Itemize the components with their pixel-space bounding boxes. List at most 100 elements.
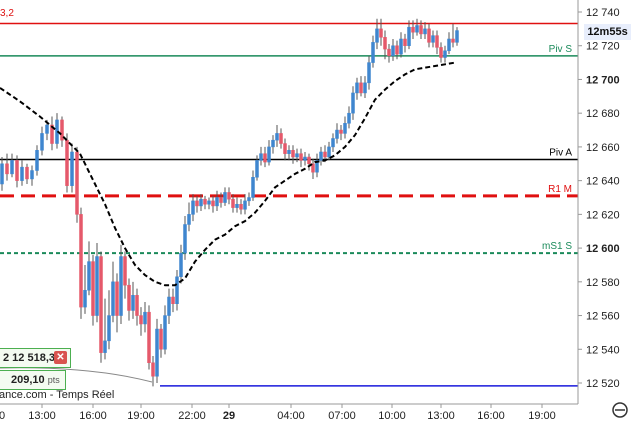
candle (263, 146, 267, 168)
candle (127, 278, 131, 321)
y-tick-label: 12 740 (586, 7, 620, 19)
candle (255, 155, 259, 181)
candle (171, 288, 175, 313)
y-tick-label: 12 720 (586, 41, 620, 53)
candle (195, 195, 199, 213)
x-tick-label: 10:00 (378, 410, 406, 422)
pivot-levels: Piv S Piv A R1 M mS1 S (0, 22, 578, 387)
candle (159, 323, 163, 358)
candle (15, 155, 19, 188)
candle (411, 20, 415, 39)
y-tick-label: 12 560 (586, 311, 620, 323)
candle (279, 128, 283, 149)
x-tick-label: 13:00 (28, 410, 56, 422)
candle (295, 148, 299, 163)
candle (139, 307, 143, 336)
close-x-icon[interactable]: ✕ (54, 351, 67, 364)
candle (291, 145, 295, 164)
y-tick-label: 12 580 (586, 277, 620, 289)
candle (379, 18, 383, 46)
candle (111, 261, 115, 323)
scroll-arrow-icon[interactable] (612, 402, 628, 418)
candle (319, 146, 323, 166)
candle (215, 190, 219, 211)
level-label: Piv S (549, 44, 573, 55)
candle (203, 195, 207, 210)
candle (367, 55, 371, 90)
y-tick-label: 12 620 (586, 209, 620, 221)
candle (87, 241, 91, 296)
x-tick-label: 22:00 (178, 410, 206, 422)
candles (0, 18, 459, 387)
candle (143, 302, 147, 333)
candle (30, 165, 34, 186)
candle (163, 305, 167, 355)
candle (375, 18, 379, 50)
y-tick-label: 12 700 (586, 74, 620, 86)
candle (83, 264, 87, 314)
candle (103, 298, 107, 360)
candle (60, 116, 64, 147)
candle (79, 207, 83, 319)
candle (35, 145, 39, 176)
candle (339, 124, 343, 141)
candle (235, 197, 239, 213)
candle (243, 194, 247, 215)
candle (271, 135, 275, 154)
y-axis: 12 740 12 720 12 700 12 680 12 660 12 640 12 6… (577, 0, 620, 404)
close-price-value: 2 12 518,3 (3, 352, 55, 364)
candle (227, 187, 231, 205)
candle (447, 32, 451, 55)
x-tick-label: 19:00 (127, 410, 155, 422)
countdown-timer: 12m55s (584, 24, 631, 40)
candle (415, 18, 419, 36)
level-label: mS1 S (542, 241, 572, 252)
x-tick-label: 16:00 (477, 410, 505, 422)
points-box: 209,10 pts (0, 370, 66, 390)
level-label: Piv A (549, 148, 572, 159)
x-tick-label: 13:00 (427, 410, 455, 422)
candle (25, 163, 29, 185)
x-tick-label: 07:00 (328, 410, 356, 422)
candle (251, 170, 255, 201)
candle (91, 254, 95, 326)
candle (50, 116, 54, 151)
source-label[interactable]: ance.com - Temps Réel (0, 389, 115, 401)
y-tick-label: 12 540 (586, 344, 620, 356)
level-label: R1 M (548, 184, 572, 195)
candle (383, 30, 387, 60)
x-tick-label: 29 (223, 410, 235, 422)
candle (20, 160, 24, 186)
candle (407, 20, 411, 50)
candle (199, 194, 203, 211)
candle (175, 270, 179, 311)
candle (65, 133, 69, 193)
candle (183, 216, 187, 260)
candle (403, 33, 407, 53)
candle (0, 157, 4, 191)
candle (5, 153, 9, 181)
candle (10, 153, 14, 178)
candle (267, 140, 271, 166)
candle (259, 146, 263, 166)
x-axis: 0 13:00 16:00 19:00 22:00 29 04:00 07:00 10:00 13… (0, 403, 578, 422)
candle (115, 273, 119, 333)
y-tick-label: 12 600 (586, 243, 620, 255)
candle (455, 27, 459, 46)
y-tick-label: 12 660 (586, 142, 620, 154)
x-tick-label: 16:00 (79, 410, 107, 422)
candle (211, 195, 215, 213)
candle (275, 124, 279, 147)
x-tick-label: 0 (0, 410, 5, 422)
candle (359, 76, 363, 97)
candle (371, 35, 375, 68)
candle (315, 153, 319, 178)
candle (40, 126, 44, 156)
y-tick-label: 12 640 (586, 176, 620, 188)
candle (223, 187, 227, 206)
candle (443, 45, 447, 63)
candle (327, 141, 331, 161)
candle (311, 158, 315, 179)
candle (355, 77, 359, 100)
